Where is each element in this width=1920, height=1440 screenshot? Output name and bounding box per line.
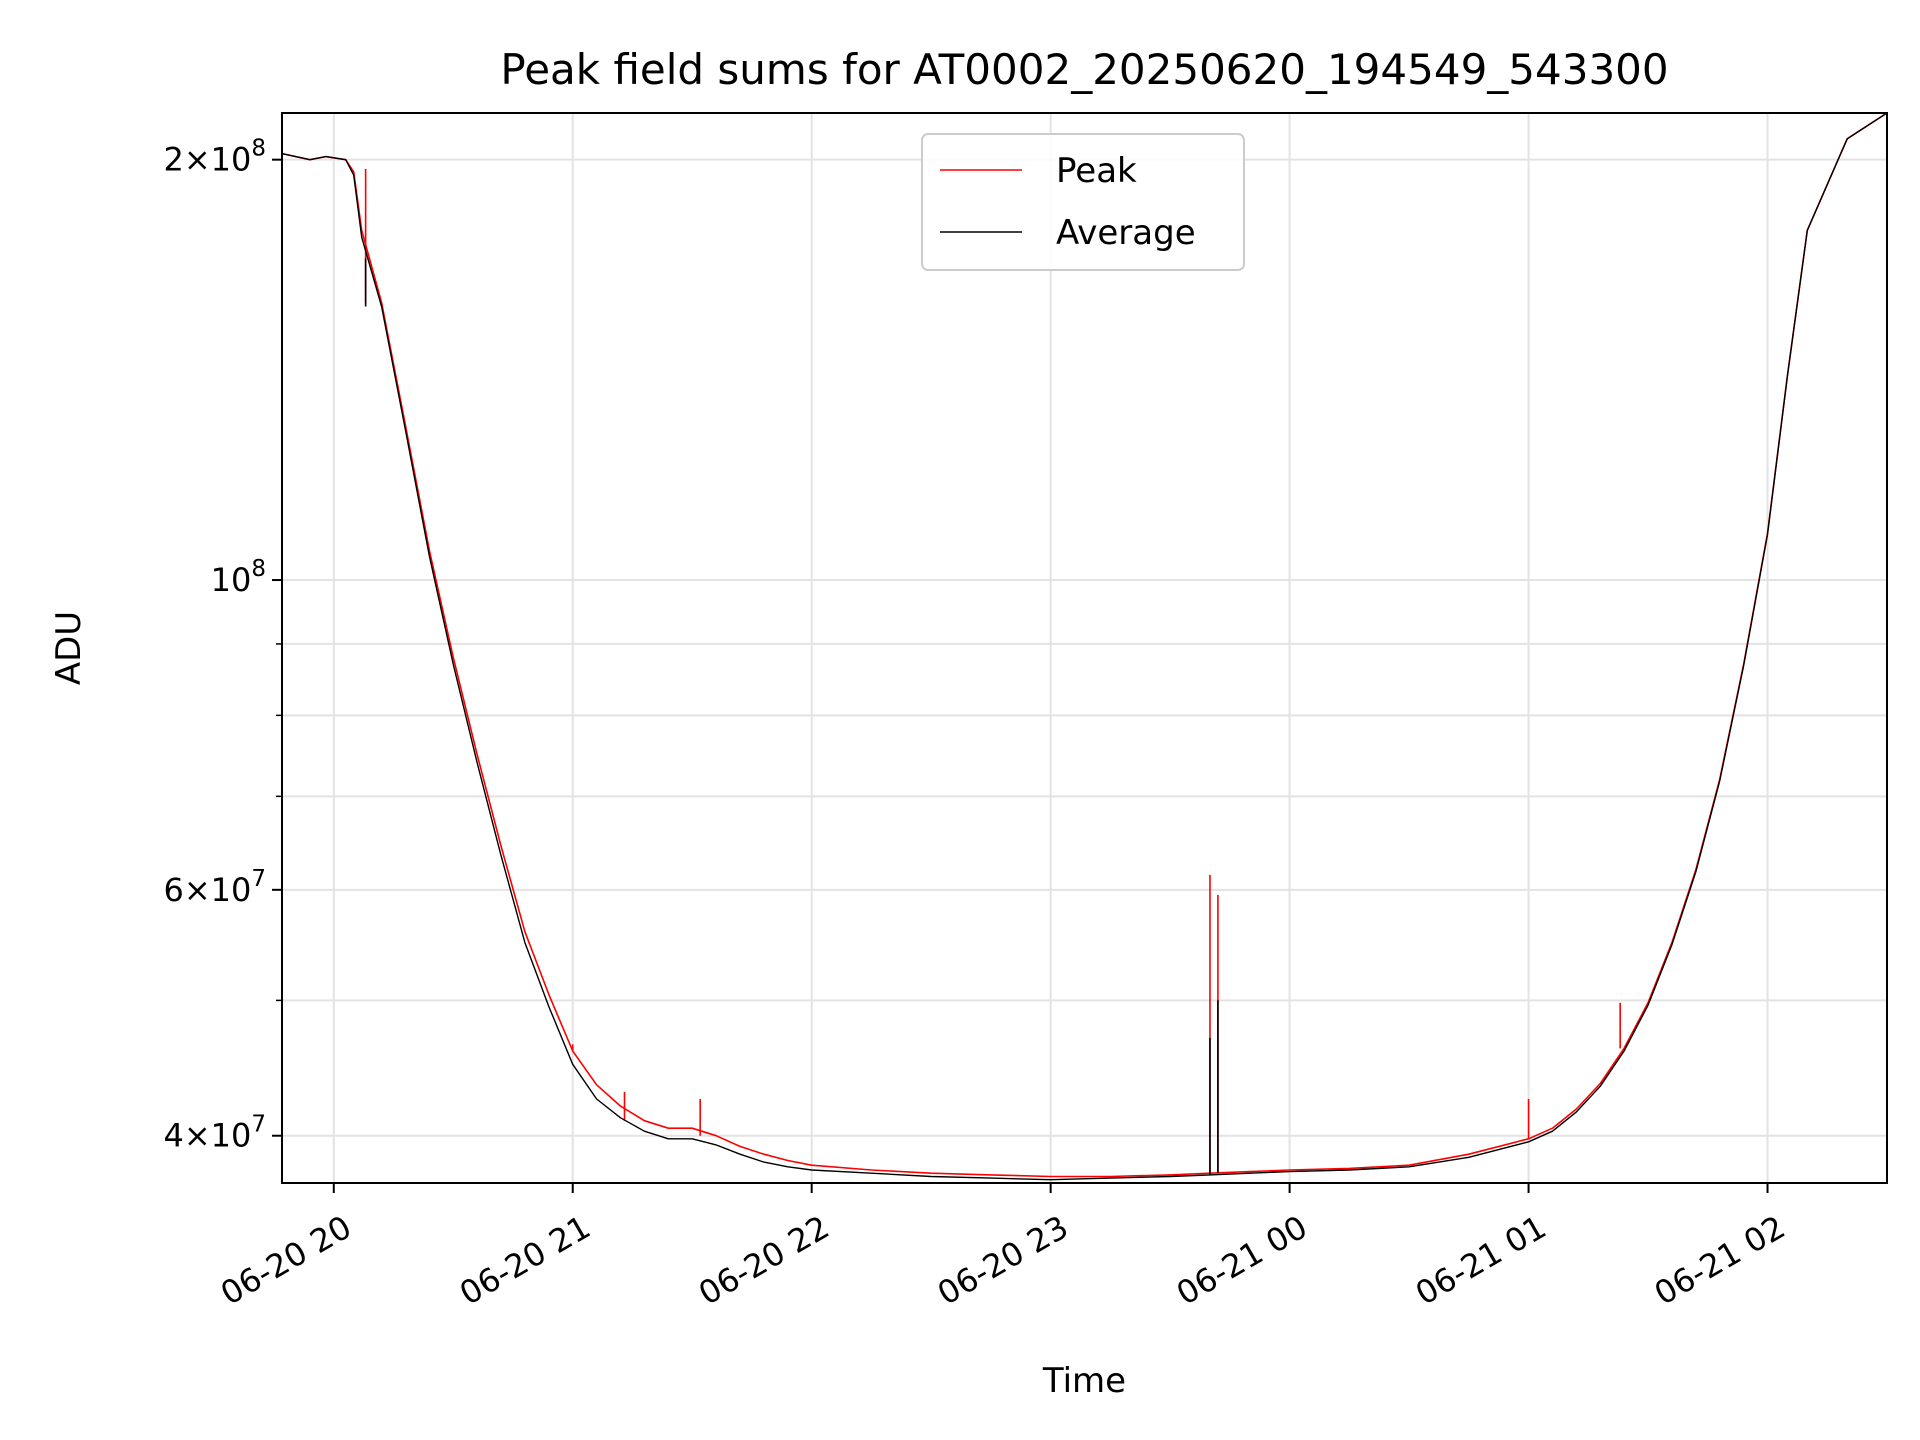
series-group — [281, 112, 1888, 1181]
series-line-average — [281, 112, 1888, 1181]
legend-label-peak: Peak — [1056, 151, 1137, 191]
y-axis-label: ADU — [49, 611, 89, 685]
x-axis-label: Time — [1042, 1361, 1126, 1401]
legend-label-average: Average — [1056, 213, 1196, 253]
y-tick-label: 2×108 — [163, 136, 266, 179]
series-line-peak — [281, 112, 1888, 1178]
y-tick-label: 4×107 — [163, 1112, 266, 1155]
chart-title: Peak field sums for AT0002_20250620_1945… — [500, 45, 1668, 94]
plot-frame — [281, 112, 1888, 1184]
legend-box — [921, 133, 1245, 271]
legend: Peak Average — [921, 133, 1245, 271]
y-tick-label: 6×107 — [163, 866, 266, 909]
y-tick-label: 108 — [211, 556, 266, 599]
